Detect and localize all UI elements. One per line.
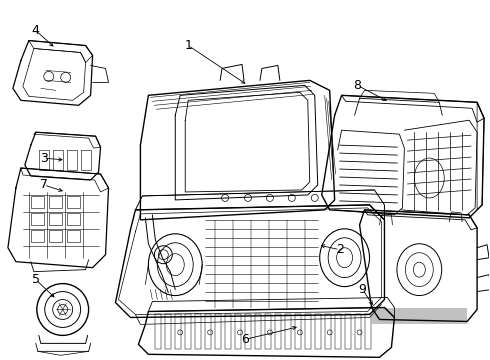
Circle shape: [178, 330, 183, 335]
Circle shape: [208, 330, 213, 335]
Bar: [67, 213, 80, 225]
Circle shape: [268, 330, 272, 335]
Circle shape: [297, 330, 302, 335]
Bar: [49, 213, 62, 225]
Bar: [49, 196, 62, 208]
Text: 9: 9: [359, 283, 367, 296]
Bar: [67, 230, 80, 242]
Circle shape: [327, 330, 332, 335]
Circle shape: [238, 330, 243, 335]
Text: 7: 7: [40, 179, 48, 192]
Text: 2: 2: [336, 243, 343, 256]
Circle shape: [357, 330, 362, 335]
Text: 8: 8: [354, 79, 362, 92]
Bar: [31, 196, 44, 208]
Text: 6: 6: [241, 333, 249, 346]
Text: 5: 5: [32, 273, 40, 286]
Bar: [31, 213, 44, 225]
Bar: [31, 230, 44, 242]
Bar: [49, 230, 62, 242]
Text: 3: 3: [40, 152, 48, 165]
Text: 4: 4: [32, 24, 40, 37]
Text: 1: 1: [184, 39, 192, 52]
Bar: [67, 196, 80, 208]
